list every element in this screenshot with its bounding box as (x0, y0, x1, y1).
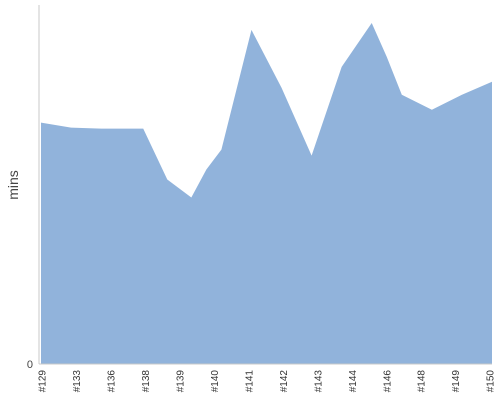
area-series-0 (41, 22, 492, 364)
area-layer (41, 22, 492, 364)
x-tick-label: #143 (313, 370, 324, 393)
y-tick-label: 0 (27, 359, 33, 371)
x-tick-label: #136 (107, 370, 118, 393)
x-tick-label: #149 (451, 370, 462, 393)
x-tick-labels: #129 #133 #136 #138 #139 #140 #141 #142 #143 #144… (38, 370, 497, 393)
x-tick-label: #138 (141, 370, 152, 393)
x-tick-label: #144 (348, 370, 359, 393)
x-tick-label: #142 (279, 370, 290, 393)
y-tick-labels: 0 (27, 359, 33, 371)
x-tick-label: #141 (244, 370, 255, 393)
x-tick-label: #148 (417, 370, 428, 393)
x-tick-label: #129 (38, 370, 49, 393)
x-tick-label: #133 (72, 370, 83, 393)
x-tick-label: #150 (486, 370, 497, 393)
x-tick-label: #139 (175, 370, 186, 393)
x-tick-label: #140 (210, 370, 221, 393)
x-tick-label: #146 (382, 370, 393, 393)
y-axis-label: mins (5, 170, 21, 200)
